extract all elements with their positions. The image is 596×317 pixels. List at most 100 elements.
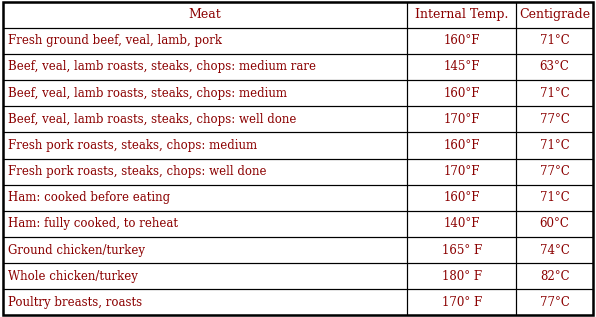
Text: Beef, veal, lamb roasts, steaks, chops: well done: Beef, veal, lamb roasts, steaks, chops: … xyxy=(8,113,296,126)
Bar xyxy=(407,237,516,263)
Text: 77°C: 77°C xyxy=(540,113,570,126)
Bar xyxy=(3,54,407,80)
Text: Poultry breasts, roasts: Poultry breasts, roasts xyxy=(8,296,142,309)
Text: 165° F: 165° F xyxy=(442,243,482,256)
Bar xyxy=(3,158,407,184)
Text: 74°C: 74°C xyxy=(540,243,570,256)
Bar xyxy=(3,80,407,106)
Bar xyxy=(3,106,407,133)
Bar xyxy=(407,263,516,289)
Bar xyxy=(516,211,593,237)
Bar xyxy=(407,106,516,133)
Text: Ham: fully cooked, to reheat: Ham: fully cooked, to reheat xyxy=(8,217,178,230)
Bar xyxy=(516,106,593,133)
Text: 145°F: 145°F xyxy=(443,61,480,74)
Bar xyxy=(516,80,593,106)
Bar xyxy=(407,263,516,289)
Text: 71°C: 71°C xyxy=(540,34,570,47)
Bar xyxy=(3,54,407,80)
Text: Beef, veal, lamb roasts, steaks, chops: medium rare: Beef, veal, lamb roasts, steaks, chops: … xyxy=(8,61,316,74)
Bar xyxy=(407,289,516,315)
Bar xyxy=(3,263,407,289)
Bar xyxy=(516,133,593,158)
Text: 170°F: 170°F xyxy=(443,165,480,178)
Bar xyxy=(516,133,593,158)
Text: 71°C: 71°C xyxy=(540,191,570,204)
Bar xyxy=(407,237,516,263)
Bar xyxy=(3,184,407,211)
Bar xyxy=(407,133,516,158)
Bar xyxy=(3,211,407,237)
Text: 180° F: 180° F xyxy=(442,270,482,283)
Bar xyxy=(407,211,516,237)
Bar xyxy=(516,184,593,211)
Bar xyxy=(3,289,407,315)
Bar xyxy=(516,80,593,106)
Bar xyxy=(516,184,593,211)
Bar xyxy=(3,237,407,263)
Bar xyxy=(3,237,407,263)
Bar xyxy=(3,28,407,54)
Text: Centigrade: Centigrade xyxy=(519,8,590,21)
Text: 160°F: 160°F xyxy=(443,87,480,100)
Bar xyxy=(516,289,593,315)
Text: 140°F: 140°F xyxy=(443,217,480,230)
Text: 170° F: 170° F xyxy=(442,296,482,309)
Text: 71°C: 71°C xyxy=(540,139,570,152)
Bar xyxy=(407,158,516,184)
Bar xyxy=(516,263,593,289)
Bar xyxy=(407,211,516,237)
Bar xyxy=(3,211,407,237)
Text: Fresh pork roasts, steaks, chops: medium: Fresh pork roasts, steaks, chops: medium xyxy=(8,139,257,152)
Bar xyxy=(3,28,407,54)
Bar xyxy=(3,80,407,106)
Text: 170°F: 170°F xyxy=(443,113,480,126)
Bar xyxy=(3,2,407,28)
Bar xyxy=(516,158,593,184)
Text: 63°C: 63°C xyxy=(540,61,570,74)
Text: 71°C: 71°C xyxy=(540,87,570,100)
Text: 60°C: 60°C xyxy=(540,217,570,230)
Bar xyxy=(516,106,593,133)
Bar xyxy=(516,2,593,28)
Text: Ham: cooked before eating: Ham: cooked before eating xyxy=(8,191,170,204)
Bar xyxy=(516,54,593,80)
Bar xyxy=(3,133,407,158)
Bar xyxy=(407,80,516,106)
Bar xyxy=(516,28,593,54)
Bar xyxy=(516,54,593,80)
Bar xyxy=(3,133,407,158)
Text: 77°C: 77°C xyxy=(540,296,570,309)
Bar xyxy=(407,184,516,211)
Bar xyxy=(407,28,516,54)
Bar xyxy=(516,158,593,184)
Bar xyxy=(3,289,407,315)
Text: Ground chicken/turkey: Ground chicken/turkey xyxy=(8,243,145,256)
Bar xyxy=(3,106,407,133)
Bar xyxy=(407,2,516,28)
Text: Beef, veal, lamb roasts, steaks, chops: medium: Beef, veal, lamb roasts, steaks, chops: … xyxy=(8,87,287,100)
Bar xyxy=(407,158,516,184)
Text: Internal Temp.: Internal Temp. xyxy=(415,8,508,21)
Text: 160°F: 160°F xyxy=(443,34,480,47)
Bar xyxy=(407,54,516,80)
Text: 77°C: 77°C xyxy=(540,165,570,178)
Bar xyxy=(516,237,593,263)
Text: 160°F: 160°F xyxy=(443,191,480,204)
Bar xyxy=(516,289,593,315)
Bar xyxy=(516,28,593,54)
Bar xyxy=(3,2,407,28)
Bar xyxy=(407,133,516,158)
Text: Meat: Meat xyxy=(189,8,222,21)
Bar xyxy=(407,80,516,106)
Bar xyxy=(407,54,516,80)
Text: Whole chicken/turkey: Whole chicken/turkey xyxy=(8,270,138,283)
Text: 160°F: 160°F xyxy=(443,139,480,152)
Text: 82°C: 82°C xyxy=(540,270,570,283)
Bar xyxy=(3,158,407,184)
Bar xyxy=(407,289,516,315)
Bar xyxy=(407,106,516,133)
Bar xyxy=(407,184,516,211)
Bar xyxy=(516,263,593,289)
Bar xyxy=(516,237,593,263)
